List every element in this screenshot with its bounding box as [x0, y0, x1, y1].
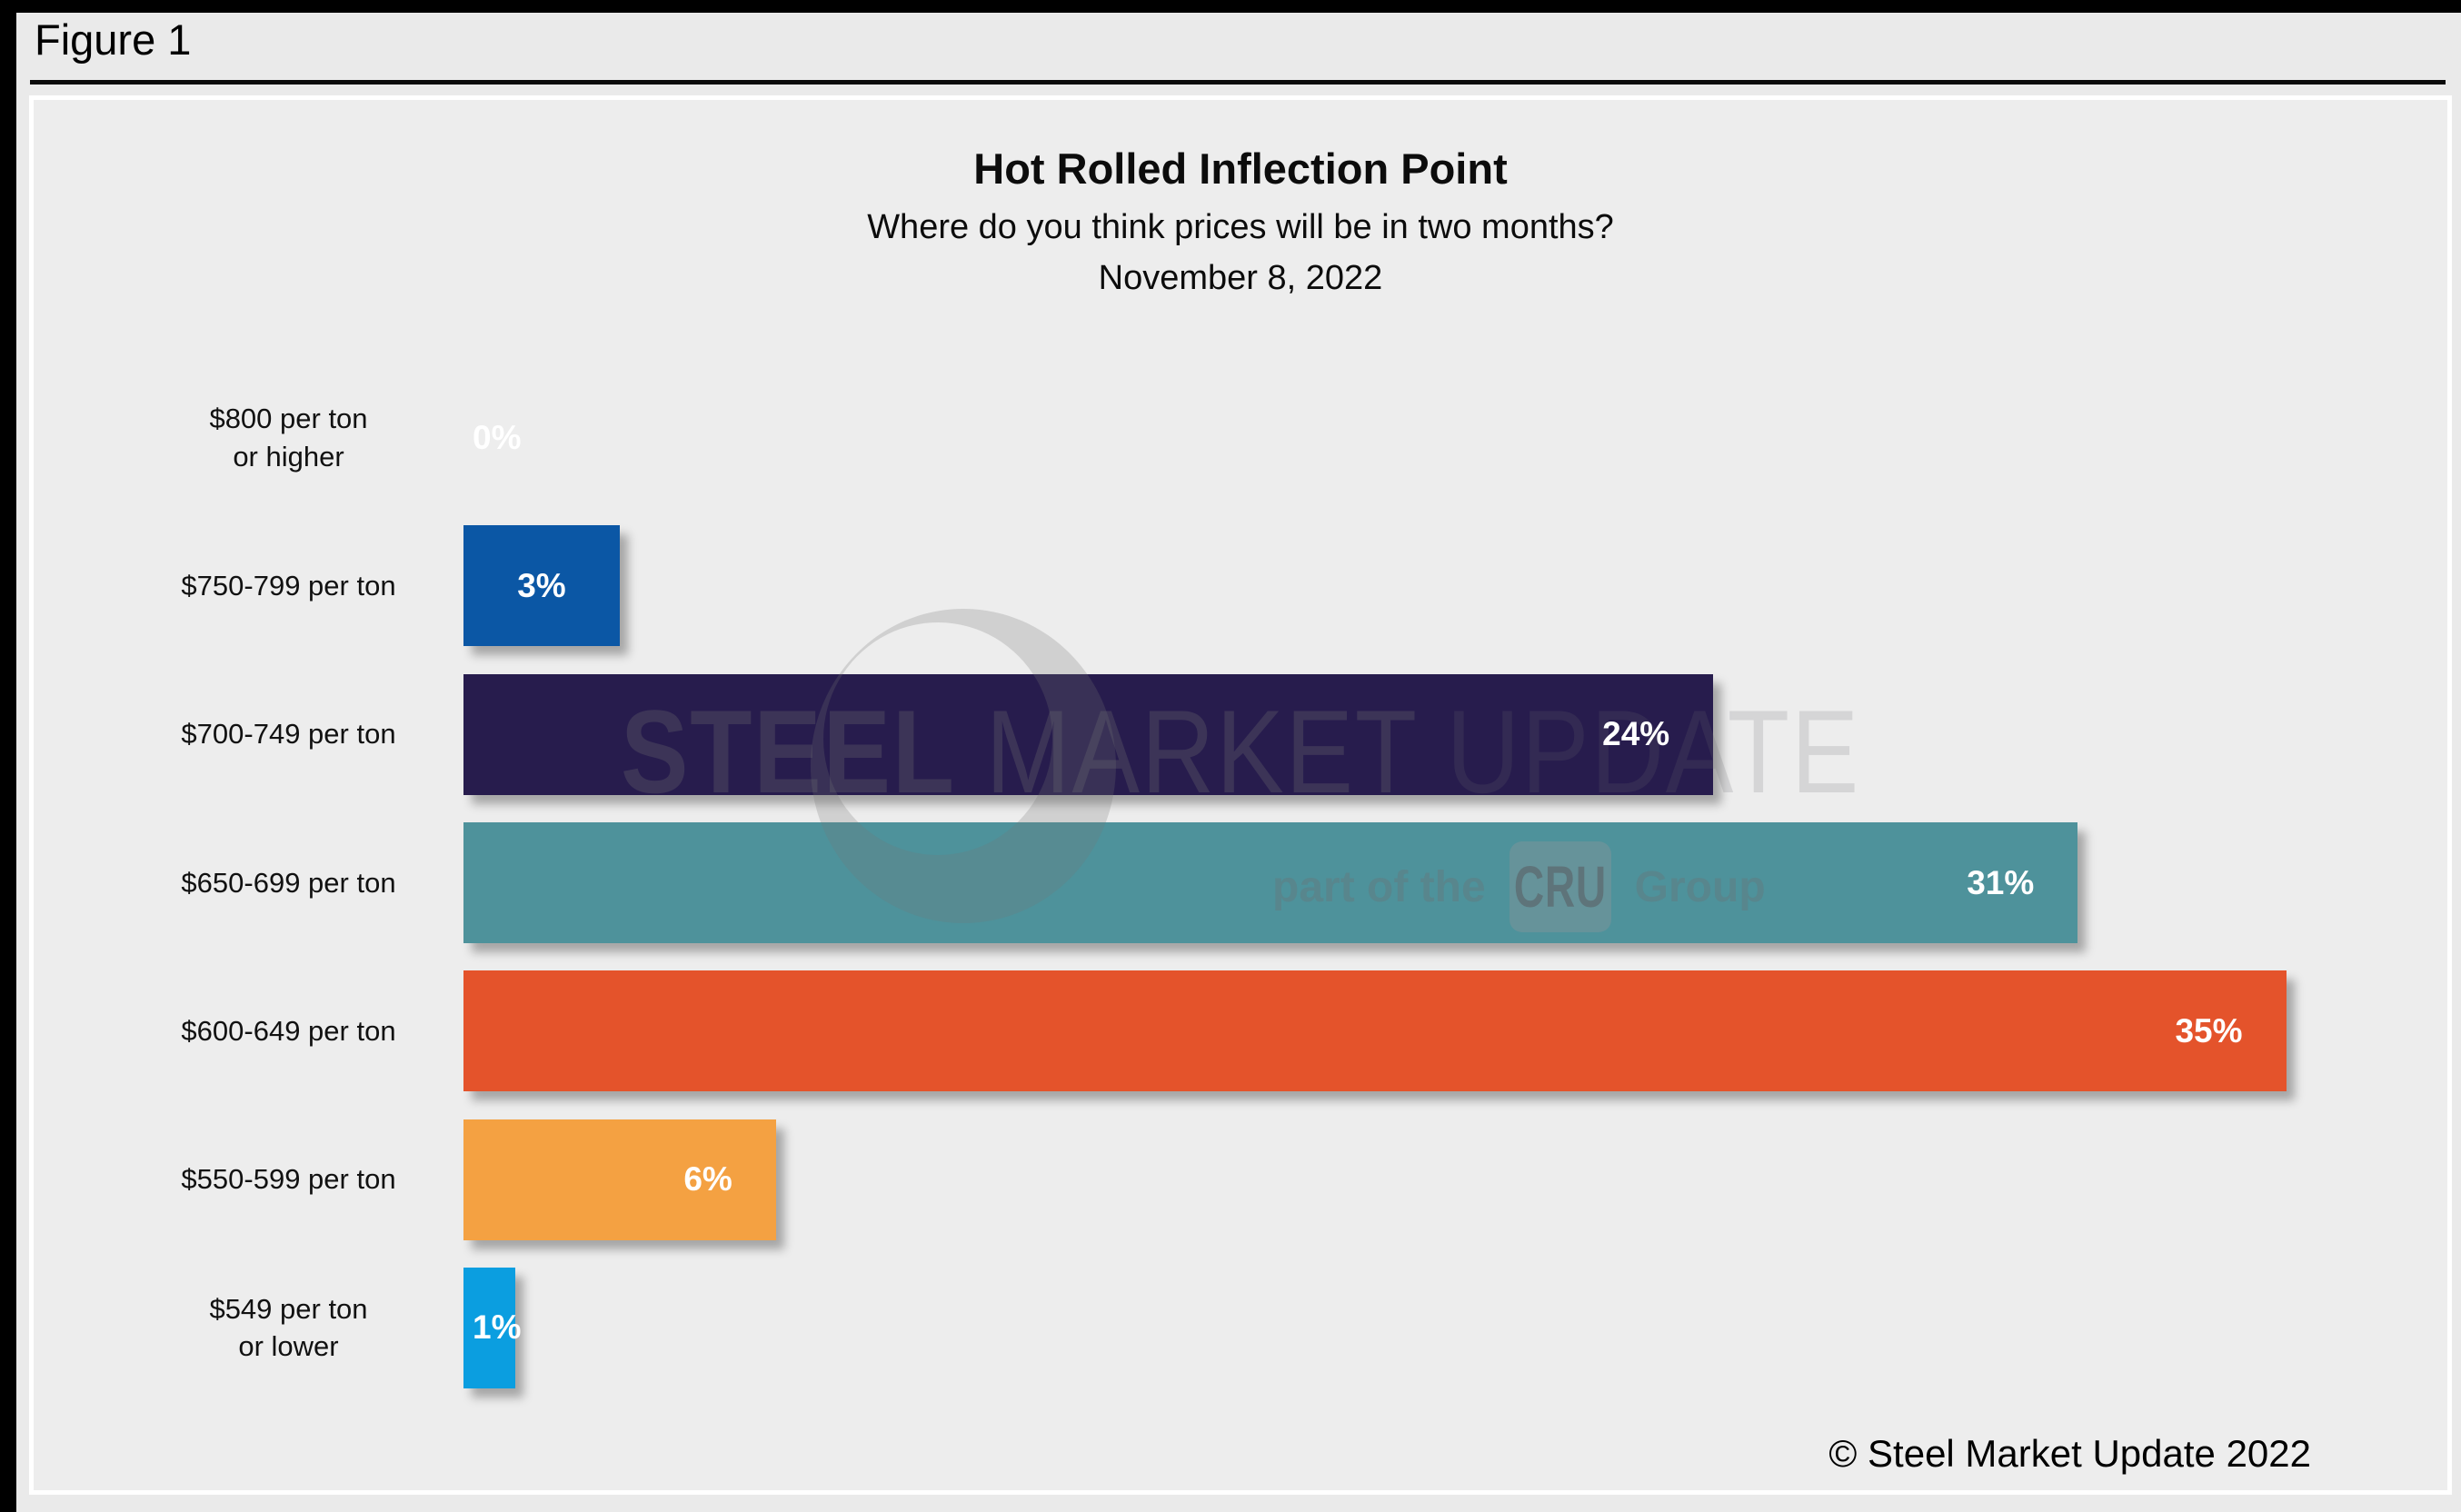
value-label: 35%	[2175, 1011, 2243, 1049]
header-rule	[30, 80, 2446, 85]
chart-title: Hot Rolled Inflection Point	[973, 144, 1508, 193]
value-label: 1%	[473, 1308, 522, 1347]
chart-row: $700-749 per ton 24%	[34, 661, 2447, 809]
category-label: $700-749 per ton	[181, 718, 396, 751]
bar: 35%	[463, 970, 2287, 1092]
figure-label: Figure 1	[35, 15, 192, 64]
value-label: 3%	[517, 566, 566, 604]
copyright: © Steel Market Update 2022	[1828, 1432, 2311, 1475]
value-label: 0%	[473, 418, 522, 456]
bar-track: 24%	[463, 673, 2447, 795]
category-label: $750-799 per ton	[181, 570, 396, 602]
bar: 3%	[463, 525, 620, 647]
chart-date: November 8, 2022	[1098, 258, 1383, 297]
title-block: Hot Rolled Inflection Point Where do you…	[34, 144, 2447, 300]
chart-row: $750-799 per ton 3%	[34, 512, 2447, 660]
bar-track: 0%	[463, 377, 2447, 498]
chart-panel: Hot Rolled Inflection Point Where do you…	[29, 95, 2452, 1495]
category-label: $650-699 per ton	[181, 866, 396, 899]
value-label: 24%	[1602, 715, 1670, 753]
chart-subtitle: Where do you think prices will be in two…	[867, 208, 1614, 247]
category-label: $549 per ton or lower	[209, 1292, 368, 1363]
chart-row: $650-699 per ton 31%	[34, 809, 2447, 957]
bar-track: 31%	[463, 822, 2447, 944]
bar-track: 1%	[463, 1267, 2447, 1388]
chart-row: $800 per ton or higher 0%	[34, 363, 2447, 512]
left-border	[0, 0, 16, 1512]
chart-row: $550-599 per ton 6%	[34, 1105, 2447, 1253]
value-label: 6%	[683, 1160, 732, 1199]
bar-chart: $800 per ton or higher 0% $750-799 per ton 3…	[34, 363, 2447, 1402]
bar-track: 35%	[463, 970, 2447, 1092]
bar: 24%	[463, 673, 1714, 795]
bar-track: 3%	[463, 525, 2447, 647]
category-label: $800 per ton or higher	[209, 402, 368, 472]
bar: 6%	[463, 1119, 776, 1240]
top-border	[0, 0, 2461, 13]
chart-row: $600-649 per ton 35%	[34, 957, 2447, 1105]
bar-track: 6%	[463, 1119, 2447, 1240]
bar	[463, 1267, 516, 1388]
value-label: 31%	[1967, 863, 2035, 901]
category-label: $550-599 per ton	[181, 1163, 396, 1196]
chart-row: $549 per ton or lower 1%	[34, 1254, 2447, 1402]
category-label: $600-649 per ton	[181, 1014, 396, 1047]
bar: 31%	[463, 822, 2078, 944]
